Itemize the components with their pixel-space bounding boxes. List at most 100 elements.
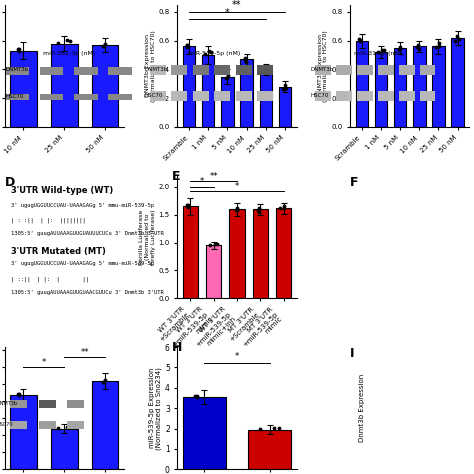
Point — [99, 42, 107, 50]
Bar — [214, 64, 230, 75]
Text: E: E — [172, 170, 180, 183]
Point — [281, 81, 288, 89]
Bar — [399, 64, 414, 75]
Point — [255, 204, 263, 212]
Point — [432, 43, 440, 51]
Point — [14, 390, 22, 397]
Bar — [150, 64, 166, 75]
Point — [454, 32, 461, 39]
Point — [356, 36, 364, 44]
Point — [183, 43, 191, 51]
Point — [184, 201, 192, 209]
Text: DNMT3b: DNMT3b — [144, 67, 167, 73]
Text: DNMT3b: DNMT3b — [310, 67, 334, 73]
Point — [396, 43, 404, 51]
Bar — [253, 209, 268, 298]
Bar — [40, 67, 64, 75]
Point — [356, 36, 363, 43]
Bar — [221, 77, 234, 127]
Text: Dnmt3b Expression: Dnmt3b Expression — [359, 374, 365, 442]
Text: 3'UTR Mutated (MT): 3'UTR Mutated (MT) — [11, 247, 106, 256]
Bar — [10, 51, 36, 127]
Point — [66, 37, 74, 45]
Bar — [248, 429, 291, 469]
Text: F: F — [350, 176, 359, 189]
Bar — [394, 48, 406, 127]
Bar — [39, 420, 56, 429]
Point — [275, 425, 283, 432]
Point — [435, 43, 443, 50]
Point — [242, 58, 250, 66]
Text: *: * — [235, 182, 239, 191]
Bar — [67, 420, 84, 429]
Point — [100, 42, 108, 50]
Bar — [183, 397, 226, 469]
Point — [282, 84, 290, 91]
Bar — [6, 67, 29, 75]
Bar — [399, 91, 414, 101]
Point — [66, 423, 74, 431]
Point — [263, 63, 270, 71]
Bar — [51, 428, 78, 469]
Text: 1305:5' guugAUUAAAGUUGUAACGUUCu 3' Dnmt3b 3'UTR: 1305:5' guugAUUAAAGUUGUAACGUUCu 3' Dnmt3… — [11, 290, 164, 294]
Bar — [202, 55, 214, 127]
Point — [374, 48, 382, 55]
Bar — [171, 91, 187, 101]
Text: **: ** — [232, 0, 242, 10]
Point — [191, 392, 199, 399]
Point — [255, 208, 263, 216]
Bar — [150, 91, 166, 101]
Point — [101, 376, 109, 383]
Bar — [316, 91, 331, 101]
Bar — [257, 91, 273, 101]
Point — [193, 392, 201, 400]
Text: miR-31-5p (nM): miR-31-5p (nM) — [354, 51, 402, 55]
Text: I: I — [350, 347, 355, 360]
Bar — [279, 87, 291, 127]
Bar — [236, 91, 252, 101]
Point — [55, 424, 62, 432]
Point — [16, 46, 23, 53]
Bar — [451, 38, 464, 127]
Text: **: ** — [210, 172, 218, 181]
Point — [101, 40, 109, 47]
Point — [413, 44, 421, 51]
Point — [224, 72, 231, 79]
Point — [452, 37, 459, 45]
Point — [232, 206, 239, 214]
Text: *: * — [42, 358, 46, 367]
Bar — [206, 246, 221, 298]
Text: *: * — [200, 177, 204, 186]
Bar — [192, 64, 209, 75]
Bar — [316, 64, 331, 75]
Text: **: ** — [81, 347, 89, 356]
Point — [99, 378, 107, 386]
Bar — [257, 64, 273, 75]
Bar — [51, 44, 78, 127]
Text: D: D — [5, 176, 15, 189]
Bar — [108, 67, 132, 75]
Bar — [420, 91, 435, 101]
Point — [270, 424, 278, 431]
Point — [183, 42, 191, 49]
Text: *: * — [225, 8, 230, 18]
Y-axis label: Renilla Luciferase
(Normalized to
Firefly Luciferase): Renilla Luciferase (Normalized to Firefl… — [139, 209, 156, 265]
Point — [380, 46, 387, 54]
Point — [16, 390, 23, 398]
Text: 3'UTR Wild-type (WT): 3'UTR Wild-type (WT) — [11, 186, 113, 195]
Point — [14, 46, 22, 53]
Point — [223, 74, 231, 82]
Point — [241, 56, 248, 64]
Text: DNMT3b: DNMT3b — [0, 401, 17, 406]
Text: HSC70: HSC70 — [6, 94, 24, 99]
Y-axis label: DNMT3b Expression
(Normalized to HSC70): DNMT3b Expression (Normalized to HSC70) — [145, 30, 156, 102]
Point — [256, 425, 264, 433]
Point — [378, 46, 386, 54]
Text: H: H — [172, 341, 182, 354]
Bar — [74, 94, 98, 100]
Y-axis label: DNMT3b Expression
(Normalized to HSC70): DNMT3b Expression (Normalized to HSC70) — [318, 30, 328, 102]
Point — [16, 391, 23, 399]
Point — [356, 37, 364, 45]
Point — [63, 423, 71, 430]
Point — [414, 41, 422, 49]
